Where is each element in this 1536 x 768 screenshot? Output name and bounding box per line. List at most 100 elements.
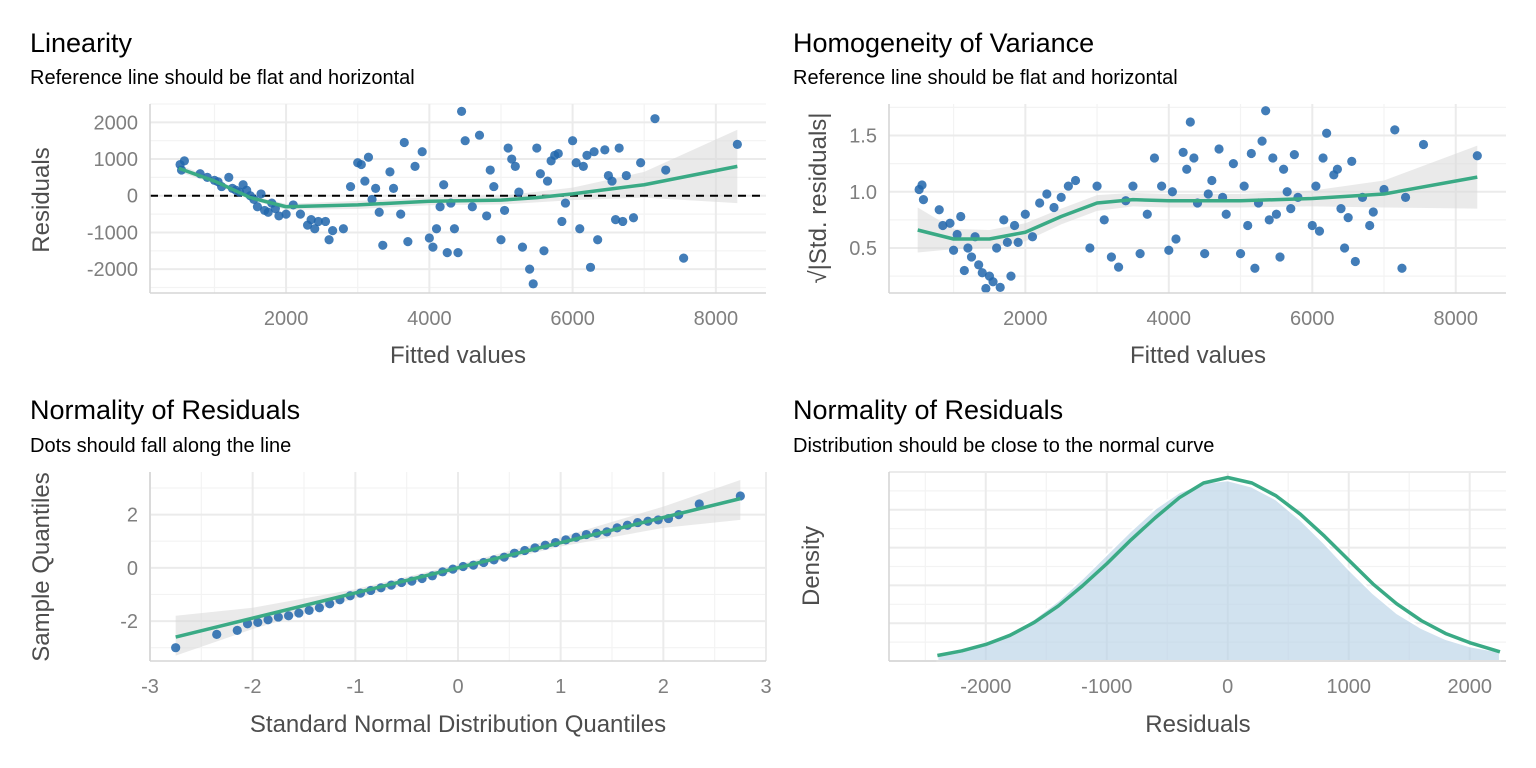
linearity-point [424, 233, 434, 243]
linearity-point [503, 143, 513, 153]
density-subtitle: Distribution should be close to the norm… [793, 435, 1214, 457]
homogeneity-point [1228, 159, 1238, 169]
homogeneity-point [1365, 220, 1375, 231]
qq-point [314, 603, 324, 613]
homogeneity-point [1271, 209, 1282, 219]
linearity-point [650, 114, 660, 124]
linearity-point [636, 158, 646, 168]
homogeneity-y-tick-label: 1.5 [849, 126, 877, 148]
residual-density-area [936, 479, 1501, 662]
linearity-point [593, 235, 603, 245]
homogeneity-point [1085, 243, 1095, 253]
linearity-point [474, 130, 485, 140]
linearity-point [568, 136, 578, 146]
linearity-point [589, 147, 599, 157]
linearity-point [539, 246, 549, 256]
linearity-x-tick-label: 6000 [550, 308, 595, 330]
homogeneity-point [1257, 136, 1267, 146]
linearity-x-axis-title: Fitted values [390, 342, 526, 369]
linearity-point [179, 156, 189, 166]
qq-point [304, 605, 314, 616]
homogeneity-point [1203, 189, 1213, 199]
homogeneity-point [918, 195, 929, 205]
homogeneity-point [992, 243, 1002, 253]
qq-point [273, 612, 283, 622]
qq-point [212, 629, 222, 639]
linearity-y-tick-label: -2000 [87, 259, 138, 281]
linearity-point [281, 209, 291, 219]
homogeneity-point [956, 211, 966, 222]
homogeneity-point [1070, 175, 1081, 186]
linearity-y-axis-title: Residuals [28, 147, 55, 252]
linearity-subtitle: Reference line should be flat and horizo… [30, 67, 415, 89]
linearity-point [456, 106, 467, 116]
homogeneity-point [1056, 192, 1066, 202]
qq-point [294, 608, 304, 618]
linearity-point [310, 224, 320, 234]
linearity-point [256, 189, 266, 199]
homogeneity-point [934, 205, 944, 215]
homogeneity-fit-line [917, 175, 1478, 241]
homogeneity-point [1009, 220, 1020, 231]
linearity-point [628, 213, 639, 223]
density-x-tick-label: -1000 [1081, 676, 1132, 698]
homogeneity-point [1200, 249, 1210, 259]
linearity-point [528, 279, 538, 289]
homogeneity-point [1189, 153, 1199, 163]
linearity-point [403, 237, 413, 247]
linearity-point [439, 180, 449, 190]
homogeneity-point [1135, 249, 1145, 259]
qq-plot: -3 -2 -1 0 1 2 3 -2 0 2 [120, 472, 772, 698]
homogeneity-point [1286, 204, 1296, 214]
homogeneity-x-tick-label: 2000 [1003, 308, 1048, 330]
homogeneity-point [1020, 209, 1030, 219]
linearity-point [496, 235, 506, 245]
homogeneity-major-grid [889, 104, 1506, 293]
homogeneity-point [1418, 139, 1429, 150]
qq-y-tick-label: -2 [120, 611, 138, 633]
homogeneity-point [1278, 164, 1289, 174]
linearity-y-tick-label: 0 [127, 186, 138, 208]
homogeneity-point [1178, 147, 1188, 157]
linearity-point [410, 161, 420, 171]
homogeneity-point [1185, 117, 1195, 127]
linearity-point [328, 226, 338, 236]
qq-x-tick-label: 1 [555, 676, 566, 698]
linearity-point [614, 143, 624, 153]
homogeneity-point [1006, 271, 1016, 281]
linearity-point [585, 262, 596, 272]
homogeneity-point [1264, 215, 1274, 225]
homogeneity-point [1106, 252, 1117, 262]
homogeneity-x-tick-label: 8000 [1434, 308, 1479, 330]
homogeneity-point [1307, 220, 1317, 231]
homogeneity-point [1214, 144, 1224, 154]
homogeneity-point [1042, 189, 1052, 199]
homogeneity-point [1239, 181, 1249, 191]
homogeneity-point [963, 243, 973, 253]
linearity-point [356, 159, 366, 170]
linearity-point [360, 176, 370, 186]
homogeneity-point [1322, 128, 1332, 138]
homogeneity-point [1063, 181, 1073, 191]
homogeneity-point [1002, 237, 1012, 247]
linearity-point [295, 209, 306, 219]
homogeneity-point [977, 268, 987, 278]
homogeneity-y-tick-label: 0.5 [849, 238, 877, 260]
homogeneity-point [981, 283, 991, 294]
homogeneity-point [945, 218, 955, 228]
density-title: Normality of Residuals [793, 395, 1063, 425]
linearity-point [467, 202, 477, 212]
linearity-point [345, 181, 356, 192]
qq-y-tick-label: 0 [127, 558, 138, 580]
homogeneity-point [938, 220, 948, 231]
density-panel: Normality of Residuals Distribution shou… [793, 395, 1506, 738]
qq-point [263, 615, 273, 625]
linearity-point [499, 205, 510, 216]
homogeneity-point [1027, 232, 1038, 242]
linearity-point [442, 248, 452, 258]
homogeneity-x-tick-label: 4000 [1147, 308, 1192, 330]
homogeneity-point [1314, 226, 1325, 236]
homogeneity-point [1113, 262, 1124, 272]
linearity-point [575, 224, 585, 234]
homogeneity-point [1282, 187, 1292, 197]
